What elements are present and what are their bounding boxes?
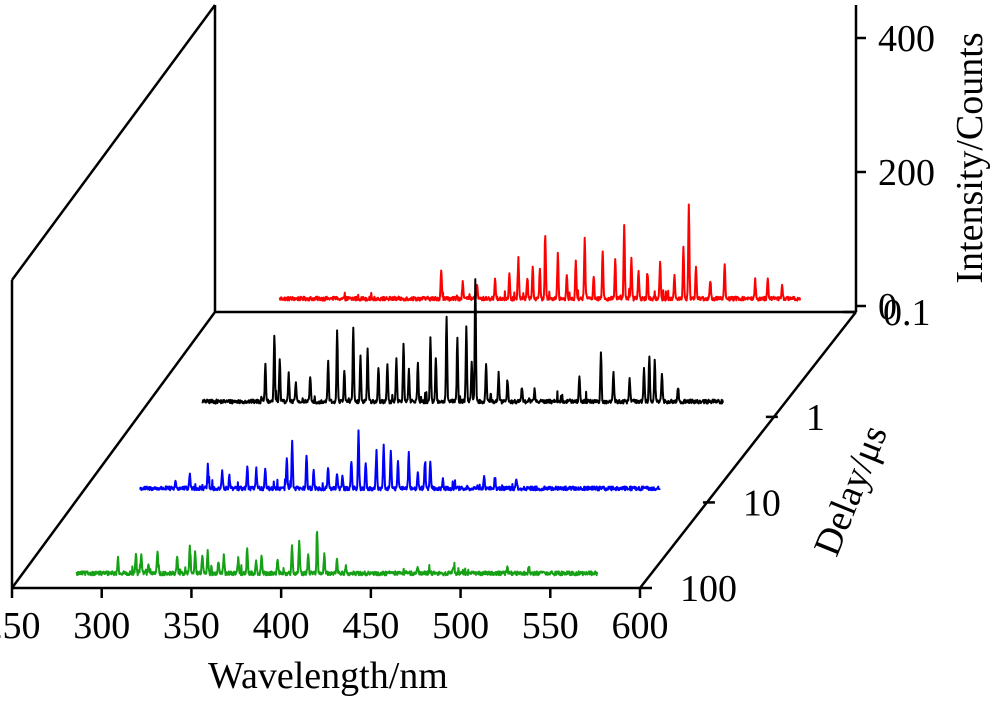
z-axis-title: Delay/μs xyxy=(806,419,896,561)
x-axis-title: Wavelength/nm xyxy=(208,655,448,697)
x-tick-label: 450 xyxy=(342,605,399,647)
y-axis-title: Intensity/Counts xyxy=(949,32,991,283)
y-tick-label: 0 xyxy=(878,286,897,328)
spectra xyxy=(75,203,802,577)
z-tick-label: 0.1 xyxy=(883,292,931,334)
y-tick-label: 400 xyxy=(878,18,935,60)
z-tick-label: 100 xyxy=(680,568,737,610)
spectrum-delay-10 xyxy=(139,429,661,492)
x-tick-label: 550 xyxy=(522,605,579,647)
spectrum-delay-0_1 xyxy=(278,203,802,302)
spectrum-delay-1 xyxy=(201,278,724,405)
x-tick-label: 300 xyxy=(73,605,130,647)
top-left-edge xyxy=(10,4,217,281)
x-tick-label: 250 xyxy=(0,605,41,647)
y-tick-label: 200 xyxy=(878,152,935,194)
spectrum-delay-100 xyxy=(75,530,599,577)
z-tick-label: 10 xyxy=(743,482,781,524)
tick-labels: 250 300 350 400 450 500 550 600 0 200 400 0.1 1 10 100 xyxy=(0,18,935,647)
x-tick-label: 500 xyxy=(432,605,489,647)
axis-ticks xyxy=(10,36,866,598)
floor-right-edge xyxy=(639,311,857,589)
z-tick-label: 1 xyxy=(806,397,825,439)
x-tick-label: 400 xyxy=(253,605,310,647)
x-tick-label: 600 xyxy=(612,605,669,647)
chart-frame xyxy=(10,4,858,590)
x-tick-label: 350 xyxy=(163,605,220,647)
floor-left-edge xyxy=(10,311,217,589)
